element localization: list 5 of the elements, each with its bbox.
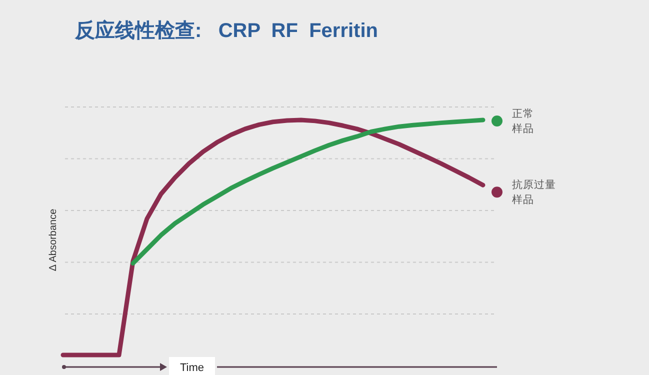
x-axis-title: Time bbox=[180, 362, 204, 374]
y-axis-title: Δ Absorbance bbox=[48, 208, 59, 272]
chart-title: 反应线性检查: CRP RF Ferritin bbox=[74, 19, 378, 42]
legend-label: 正常样品 bbox=[512, 107, 534, 135]
legend-label: 抗原过量样品 bbox=[512, 178, 556, 206]
